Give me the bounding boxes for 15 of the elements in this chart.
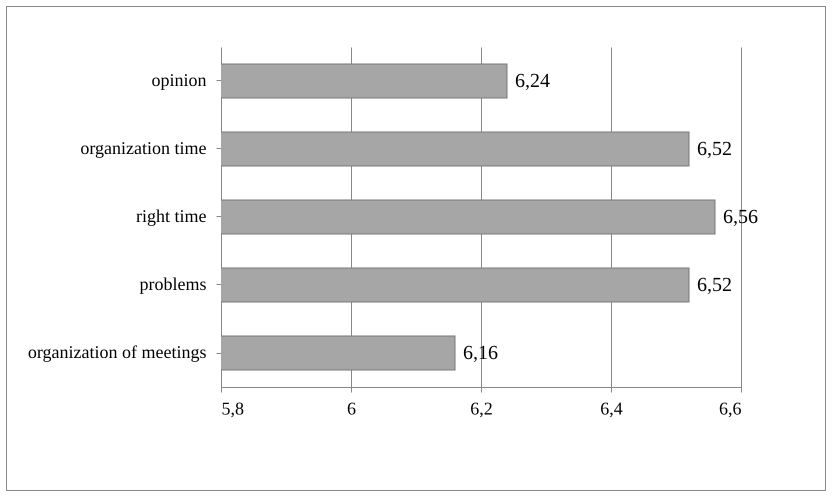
x-tick-label: 6,4 — [600, 398, 623, 418]
y-tick-label: opinion — [151, 70, 206, 90]
x-tick-label: 6,2 — [470, 398, 493, 418]
data-label: 6,52 — [697, 274, 732, 296]
y-tick-label: organization time — [80, 138, 206, 158]
data-label: 6,52 — [697, 138, 732, 160]
x-tick-label: 5,8 — [222, 398, 244, 418]
data-label: 6,24 — [515, 70, 550, 92]
data-label: 6,16 — [463, 342, 498, 364]
y-tick-label: right time — [136, 206, 206, 226]
x-tick-label: 6,6 — [719, 398, 742, 418]
data-label: 6,56 — [723, 206, 758, 228]
y-tick-label: problems — [140, 274, 206, 294]
x-tick-label: 6 — [347, 398, 356, 418]
y-tick-label: organization of meetings — [28, 342, 206, 362]
